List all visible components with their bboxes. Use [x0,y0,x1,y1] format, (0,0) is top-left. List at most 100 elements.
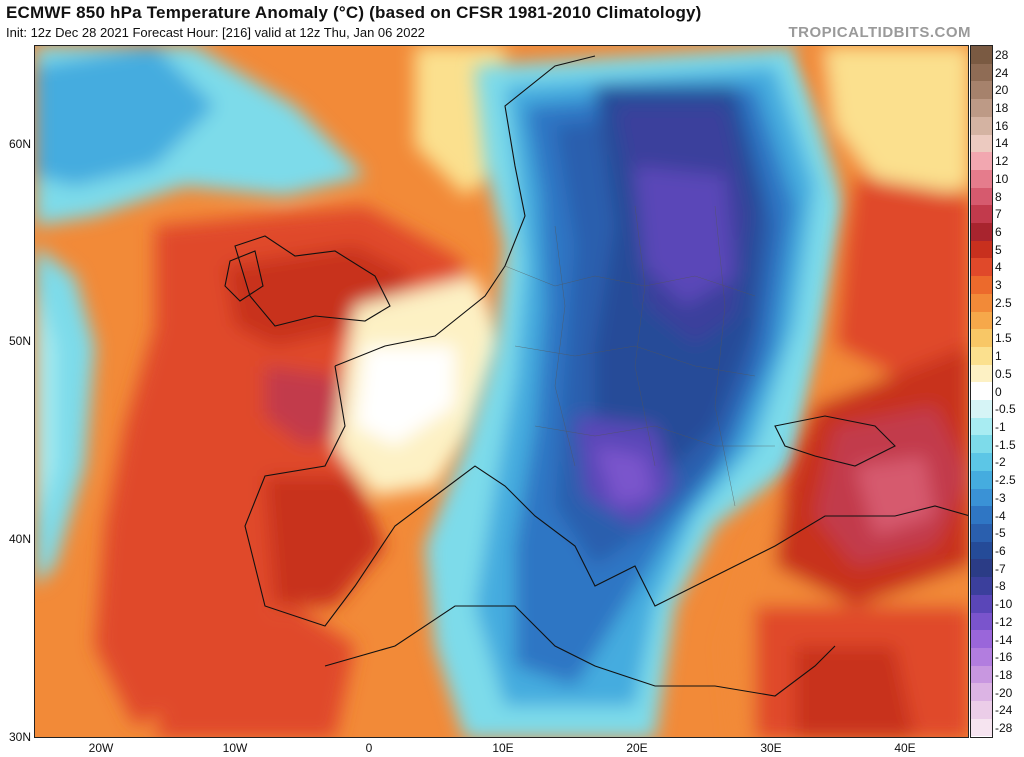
colorbar-tick-label: -2.5 [995,473,1016,488]
colorbar-tick-label: -12 [995,614,1013,629]
lon-label-20w: 20W [88,741,114,755]
colorbar-cell [971,523,992,542]
colorbar-tick-label: -5 [995,526,1006,541]
colorbar-cell [971,46,992,64]
brand-watermark: TROPICALTIDBITS.COM [788,24,971,41]
colorbar-tick-label: -10 [995,597,1013,612]
colorbar-tick-label: -0.5 [995,402,1016,417]
colorbar-labels: 28 24 20 18 16 14 12 10 8 7 6 5 4 3 2.5 2 1.5 1 0.5 0 -0.5 -1… [995,45,1024,738]
colorbar-cell [971,647,992,666]
colorbar-cell [971,187,992,206]
colorbar-tick-label: -1.5 [995,437,1016,452]
colorbar-cell [971,683,992,702]
coastline-ireland [224,250,264,302]
colorbar-cell [971,577,992,595]
colorbar-cell [971,541,992,560]
colorbar-tick-label: 14 [995,136,1009,151]
colorbar-cell [971,240,992,259]
lat-label-50n: 50N [8,334,31,348]
colorbar-cell [971,276,992,294]
colorbar-tick-label: 2.5 [995,295,1012,310]
chart-title: ECMWF 850 hPa Temperature Anomaly (°C) (… [6,3,702,22]
colorbar-cell [971,293,992,312]
colorbar-cell [971,205,992,224]
colorbar-tick-label: -7 [995,561,1006,576]
colorbar-cell [971,453,992,471]
lon-label-30e: 30E [760,741,782,755]
coastline-north-africa [324,605,836,697]
colorbar-cell [971,718,992,737]
colorbar-cell [971,169,992,188]
colorbar-tick-label: -18 [995,667,1013,682]
colorbar-cell [971,594,992,613]
colorbar-tick-label: 5 [995,242,1002,257]
map-canvas [35,46,968,737]
cold-anomaly-central-eastern-europe [425,46,855,737]
colorbar-cell [971,329,992,347]
lon-label-20e: 20E [626,741,648,755]
coastlines-and-borders [224,55,968,697]
colorbar-cell [971,665,992,684]
lat-label-30n: 30N [8,730,31,744]
anomaly-map [34,45,969,738]
colorbar-tick-label: 16 [995,118,1009,133]
colorbar-cell [971,506,992,524]
colorbar-cell [971,63,992,82]
colorbar-cell [971,612,992,631]
colorbar-tick-label: -28 [995,721,1013,736]
colorbar-cell [971,400,992,418]
colorbar-tick-label: -2 [995,455,1006,470]
colorbar-tick-label: 18 [995,101,1009,115]
coastline-british-isles [234,235,391,327]
colorbar-tick-label: -3 [995,490,1006,505]
colorbar-tick-label: 1.5 [995,331,1012,346]
lon-label-0: 0 [365,741,373,755]
colorbar-tick-label: 4 [995,260,1002,275]
colorbar-tick-label: 20 [995,83,1009,98]
colorbar-tick-label: 28 [995,47,1009,62]
colorbar-cell [971,99,992,117]
colorbar-tick-label: 12 [995,154,1009,169]
colorbar-cell [971,701,992,719]
colorbar-cell [971,559,992,578]
forecast-info: Init: 12z Dec 28 2021 Forecast Hour: [21… [6,25,425,40]
colorbar-cell [971,364,992,383]
colorbar-cell [971,81,992,100]
colorbar-tick-label: -24 [995,703,1013,718]
colorbar-cell [971,311,992,330]
colorbar-cell [971,134,992,153]
lon-label-10e: 10E [492,741,514,755]
colorbar-tick-label: 24 [995,65,1009,80]
colorbar-tick-label: -1 [995,419,1006,434]
colorbar-tick-label: -8 [995,579,1006,594]
colorbar-cell [971,417,992,436]
country-borders [504,205,775,507]
colorbar-tick-label: -14 [995,632,1013,647]
colorbar-tick-label: 8 [995,189,1002,204]
colorbar-cell [971,488,992,507]
colorbar-cell [971,116,992,135]
colorbar-tick-label: -20 [995,685,1013,700]
colorbar-cell [971,258,992,277]
colorbar-tick-label: 0 [995,384,1002,399]
colorbar-cell [971,152,992,170]
colorbar-tick-label: 10 [995,171,1009,186]
colorbar-cell [971,346,992,365]
colorbar-tick-label: 6 [995,225,1002,240]
colorbar-cell [971,435,992,454]
colorbar-cell [971,382,992,401]
colorbar-tick-label: 2 [995,313,1002,328]
coastline-mediterranean-north [244,365,968,627]
colorbar-cell [971,630,992,648]
colorbar-tick-label: 0.5 [995,366,1012,381]
colorbar-tick-label: -4 [995,508,1006,523]
coastline-black-sea [774,415,896,467]
colorbar-tick-label: -16 [995,650,1013,665]
colorbar-tick-label: 7 [995,207,1002,222]
lat-label-60n: 60N [8,137,31,151]
colorbar-tick-label: 1 [995,349,1002,364]
colorbar-tick-label: 3 [995,278,1002,293]
coastline-continental-north [334,55,596,367]
lon-label-10w: 10W [222,741,248,755]
colorbar [970,45,993,738]
